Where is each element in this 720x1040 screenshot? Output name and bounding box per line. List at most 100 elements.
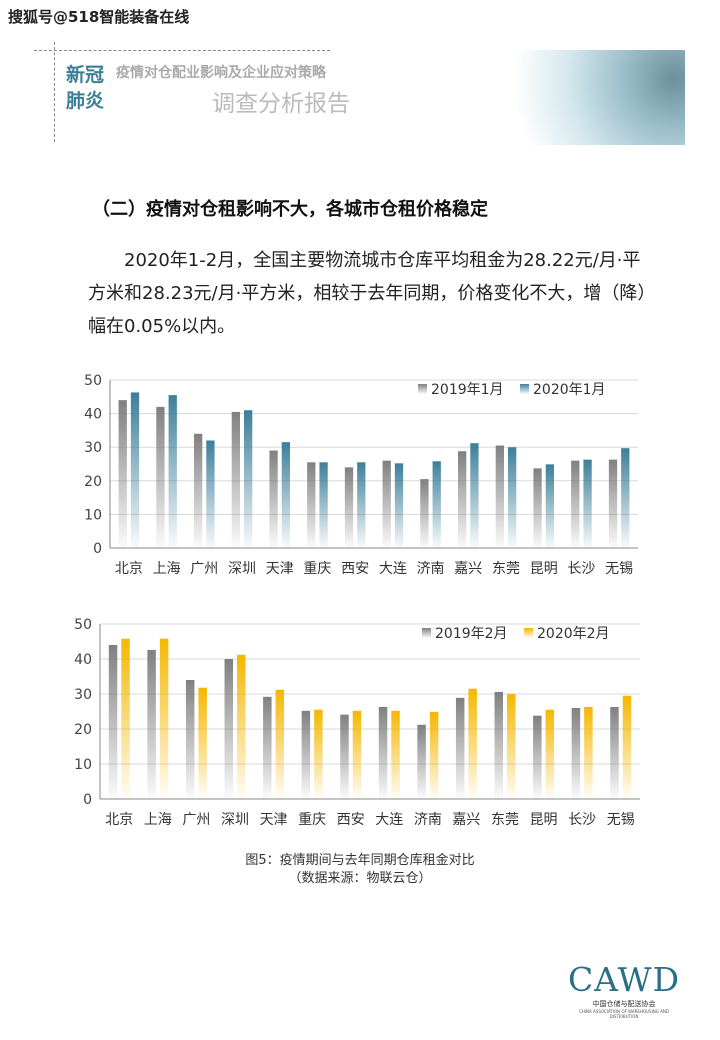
bar <box>352 710 362 799</box>
bar <box>231 411 240 548</box>
bar <box>420 479 429 548</box>
bar <box>583 459 592 548</box>
y-tick-label: 30 <box>74 687 92 703</box>
bar <box>108 645 118 799</box>
bar <box>468 688 477 799</box>
bar <box>340 714 349 799</box>
x-tick-label: 昆明 <box>530 561 558 577</box>
bar <box>494 691 503 799</box>
y-tick-label: 0 <box>83 792 92 808</box>
header-title: 调查分析报告 <box>212 91 350 117</box>
bar <box>314 709 323 799</box>
bar <box>344 467 354 548</box>
x-tick-label: 长沙 <box>567 561 595 577</box>
bar <box>621 448 630 548</box>
bar <box>545 464 555 548</box>
paragraph-text: 2020年1-2月，全国主要物流城市仓库平均租金为28.22元/月·平方米和28… <box>88 250 647 337</box>
legend-label: 2019年1月 <box>431 382 504 398</box>
x-tick-label: 西安 <box>341 561 369 577</box>
x-tick-label: 无锡 <box>607 812 635 828</box>
bar <box>275 689 285 799</box>
bar <box>610 706 619 799</box>
x-tick-label: 深圳 <box>228 561 256 577</box>
x-tick-label: 重庆 <box>298 812 326 828</box>
x-tick-label: 西安 <box>337 812 365 828</box>
bar <box>455 697 465 799</box>
bar <box>263 696 272 799</box>
figure-caption: 图5：疫情期间与去年同期仓库租金对比 （数据来源：物联云仓） <box>0 852 720 888</box>
section-heading: （二）疫情对仓租影响不大，各城市仓租价格稳定 <box>92 199 488 220</box>
rent-chart-february: 0 10 20 30 40 50 北京 上海 广州 深圳 天津 重庆 西安 大连 济南 嘉兴 东莞 昆明 长沙 无锡 2… <box>74 617 640 828</box>
x-tick-label: 北京 <box>115 561 143 577</box>
bar <box>156 406 165 548</box>
bar <box>571 460 580 548</box>
x-tick-label: 天津 <box>260 812 288 828</box>
x-tick-label: 广州 <box>190 561 218 577</box>
caption-title: 图5：疫情期间与去年同期仓库租金对比 <box>245 853 475 868</box>
bar <box>394 463 404 548</box>
x-tick-label: 大连 <box>379 561 407 577</box>
bar <box>495 445 504 548</box>
y-tick-label: 50 <box>84 373 102 389</box>
bar <box>571 708 581 799</box>
x-tick-label: 大连 <box>375 812 403 828</box>
bar <box>224 659 233 799</box>
bar <box>457 451 467 548</box>
y-tick-label: 40 <box>74 652 92 668</box>
bar <box>301 710 311 799</box>
bar <box>319 462 328 548</box>
caption-source: （数据来源：物联云仓） <box>288 871 432 886</box>
x-tick-label: 嘉兴 <box>454 561 482 577</box>
legend-swatch <box>418 384 427 394</box>
logo-cn: 中国仓储与配送协会 <box>592 1000 656 1008</box>
bar <box>508 447 517 548</box>
bar <box>417 724 426 799</box>
x-tick-label: 东莞 <box>491 812 519 828</box>
bar <box>168 395 177 548</box>
logo-en: CHINA ASSOCIATION OF WAREHOUSING AND DIS… <box>579 1009 669 1019</box>
y-tick-label: 40 <box>84 407 102 423</box>
y-tick-label: 0 <box>93 541 102 557</box>
header-tag: 新冠 肺炎 <box>66 62 104 114</box>
header-subtitle: 疫情对仓配业影响及企业应对策略 <box>116 65 326 81</box>
bar <box>608 459 618 548</box>
body-paragraph: 2020年1-2月，全国主要物流城市仓库平均租金为28.22元/月·平方米和28… <box>88 244 648 343</box>
y-tick-label: 50 <box>74 617 92 633</box>
bar <box>391 710 400 799</box>
bar <box>193 433 203 548</box>
bar <box>429 711 439 799</box>
x-tick-label: 东莞 <box>492 561 520 577</box>
bar <box>281 442 291 548</box>
y-tick-label: 10 <box>84 507 102 523</box>
divider <box>34 50 330 51</box>
rent-chart-january: 0 10 20 30 40 50 北京 上海 广州 深圳 天津 重庆 西安 大连 济南 嘉兴 东莞 昆明 长沙 无锡 2… <box>84 373 638 577</box>
y-tick-label: 20 <box>74 722 92 738</box>
x-tick-label: 无锡 <box>605 561 633 577</box>
x-tick-label: 北京 <box>105 812 133 828</box>
bar <box>269 450 278 548</box>
virus-image <box>470 50 685 145</box>
x-tick-label: 济南 <box>414 812 442 828</box>
bar <box>159 638 169 799</box>
cawd-logo: CAWD 中国仓储与配送协会 CHINA ASSOCIATION OF WARE… <box>565 960 683 1019</box>
header-tag-line1: 新冠 <box>66 64 105 86</box>
bar <box>244 410 253 548</box>
legend-swatch <box>524 628 533 638</box>
y-tick-label: 30 <box>84 440 102 456</box>
divider <box>54 42 55 142</box>
bar <box>533 715 542 799</box>
bar <box>118 400 127 548</box>
bar <box>237 654 246 799</box>
x-tick-label: 深圳 <box>221 812 249 828</box>
x-tick-label: 嘉兴 <box>452 812 480 828</box>
bar <box>198 687 207 799</box>
legend-label: 2019年2月 <box>435 626 508 642</box>
x-tick-label: 天津 <box>266 561 294 577</box>
watermark: 搜狐号@518智能装备在线 <box>8 8 190 26</box>
x-tick-label: 上海 <box>144 812 172 828</box>
bar <box>533 468 542 548</box>
x-tick-label: 昆明 <box>530 812 558 828</box>
x-tick-label: 重庆 <box>303 561 331 577</box>
bar <box>130 392 140 548</box>
